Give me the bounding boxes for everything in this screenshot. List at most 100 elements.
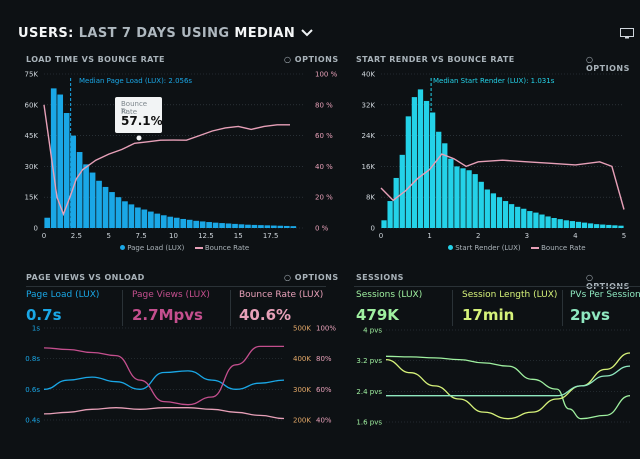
- y-tick-label: 60%: [316, 386, 332, 394]
- title-prefix: USERS:: [18, 26, 74, 41]
- load-time-legend: Page Load (LUX) Bounce Rate: [120, 244, 249, 252]
- histogram-bar: [63, 113, 70, 228]
- kpi-label-session-length: Session Length (LUX): [462, 290, 558, 300]
- histogram-bar: [199, 221, 206, 228]
- kpi-label-sessions: Sessions (LUX): [356, 290, 423, 300]
- histogram-bar: [212, 222, 219, 228]
- x-tick-label: 15: [234, 232, 243, 240]
- page-views-options[interactable]: ○ OPTIONS: [284, 273, 339, 282]
- histogram-bar: [454, 166, 460, 228]
- y-tick-label: 0: [371, 225, 375, 233]
- histogram-bar: [173, 217, 180, 228]
- title-range: LAST 7 DAYS: [78, 26, 177, 41]
- histogram-bar: [245, 224, 251, 228]
- tooltip-label: Bounce Rate: [121, 100, 148, 116]
- bounce-rate-line: [380, 153, 625, 210]
- y-tick-label: 500K: [293, 325, 311, 333]
- y2-tick-label: 100 %: [315, 71, 338, 79]
- circle-icon: ○: [284, 55, 292, 64]
- histogram-bar: [115, 197, 122, 228]
- kpi-label-page-views: Page Views (LUX): [132, 290, 210, 300]
- x-tick-label: 0: [42, 232, 46, 240]
- histogram-bar: [490, 193, 497, 228]
- histogram-bar: [271, 225, 277, 228]
- histogram-bar: [381, 220, 387, 228]
- series-line: [43, 345, 284, 406]
- y-tick-label: 0: [34, 225, 38, 233]
- histogram-bar: [551, 217, 557, 228]
- series-line: [43, 370, 285, 390]
- histogram-bar: [569, 221, 575, 228]
- legend-line: [530, 247, 539, 249]
- series-line: [385, 355, 631, 420]
- median-page-load-label: Median Page Load (LUX): 2.056s: [79, 77, 193, 85]
- divider: [122, 290, 123, 326]
- tooltip-sub: To: [121, 108, 128, 115]
- y-tick-label: 40%: [316, 417, 332, 425]
- y-tick-label: 4 pvs: [363, 327, 382, 335]
- page-views-title: PAGE VIEWS VS ONLOAD: [26, 273, 145, 282]
- x-tick-label: 3: [525, 232, 529, 240]
- x-tick-label: 2: [476, 232, 480, 240]
- y-tick-label: 0.4s: [25, 417, 40, 425]
- circle-icon: ○: [284, 273, 292, 282]
- chevron-down-icon[interactable]: [300, 28, 314, 38]
- histogram-bar: [448, 158, 454, 228]
- bounce-rate-tooltip: Bounce Rate To 57.1%: [115, 97, 163, 133]
- histogram-bar: [160, 215, 167, 228]
- legend-line: [194, 247, 203, 249]
- y-tick-label: 45K: [25, 132, 39, 140]
- load-time-options[interactable]: ○ OPTIONS: [284, 55, 339, 64]
- divider: [26, 286, 326, 287]
- histogram-bar: [594, 224, 600, 228]
- kpi-value-page-load: 0.7s: [26, 306, 62, 324]
- histogram-bar: [557, 219, 563, 228]
- y-tick-label: 0.8s: [25, 355, 40, 363]
- histogram-bar: [387, 201, 393, 228]
- y-tick-label: 400K: [293, 355, 311, 363]
- histogram-bar: [96, 180, 102, 228]
- histogram-bar: [618, 225, 624, 228]
- x-tick-label: 10: [169, 232, 178, 240]
- median-start-render-label: Median Start Render (LUX): 1.031s: [433, 77, 555, 85]
- title-metric: MEDIAN: [234, 26, 296, 41]
- report-title[interactable]: USERS: LAST 7 DAYS USING MEDIAN: [18, 26, 314, 41]
- histogram-bar: [436, 131, 442, 228]
- legend-bounce-rate: Bounce Rate: [204, 244, 250, 252]
- options-label: OPTIONS: [294, 55, 339, 64]
- histogram-bar: [44, 217, 51, 228]
- histogram-bar: [264, 225, 271, 228]
- divider: [230, 290, 231, 326]
- histogram-bar: [478, 181, 484, 228]
- histogram-bar: [484, 189, 490, 228]
- y-tick-label: 60K: [25, 101, 39, 109]
- histogram-bar: [533, 212, 539, 228]
- histogram-bar: [283, 225, 290, 228]
- x-tick-label: 2.5: [71, 232, 82, 240]
- histogram-bar: [539, 214, 545, 228]
- histogram-bar: [612, 225, 618, 228]
- histogram-bar: [135, 207, 141, 228]
- histogram-bar: [148, 211, 154, 228]
- series-line: [385, 352, 631, 420]
- x-tick-label: 4: [573, 232, 578, 240]
- histogram-bar: [180, 218, 187, 228]
- histogram-bar: [277, 225, 284, 228]
- histogram-bar: [545, 216, 551, 228]
- title-using: USING: [181, 26, 230, 41]
- kpi-value-sessions: 479K: [356, 306, 399, 324]
- monitor-icon[interactable]: [620, 28, 634, 39]
- histogram-bar: [128, 204, 135, 228]
- histogram-bar: [527, 211, 533, 228]
- histogram-bar: [515, 206, 521, 228]
- tooltip-value: 57.1%: [121, 114, 163, 128]
- start-render-options[interactable]: ○ OPTIONS: [586, 55, 640, 73]
- histogram-bar: [411, 97, 418, 228]
- y-tick-label: 0.6s: [25, 386, 40, 394]
- y2-tick-label: 60 %: [315, 132, 333, 140]
